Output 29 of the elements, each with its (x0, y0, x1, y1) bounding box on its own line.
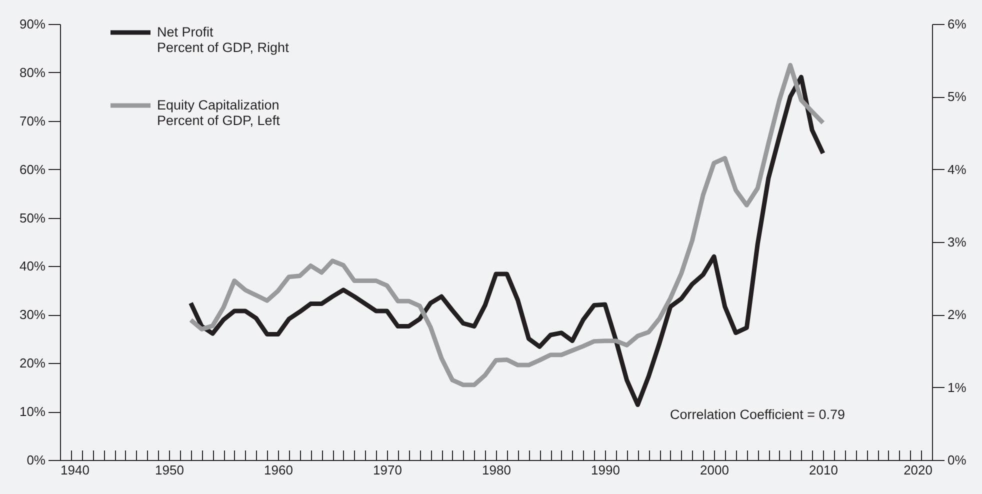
legend-label: Equity Capitalization Percent of GDP, Left (157, 98, 280, 128)
y2-tick-label: 2% (948, 307, 967, 322)
legend-label: Net Profit Percent of GDP, Right (157, 24, 290, 55)
y-tick-label: 60% (19, 162, 46, 177)
x-tick-label: 1950 (155, 462, 184, 478)
y-tick-label: 20% (19, 356, 46, 371)
y-tick-label: 40% (19, 258, 46, 274)
x-tick-label: 1990 (591, 462, 620, 478)
x-tick-label: 1940 (60, 462, 90, 478)
annotation: Correlation Coefficient = 0.79 (670, 407, 845, 422)
y-tick-label: 70% (19, 113, 46, 128)
y-tick-label: 0% (26, 452, 46, 468)
x-tick-label: 1980 (482, 462, 511, 478)
y2-tick-label: 4% (948, 162, 967, 177)
y-tick-label: 90% (19, 16, 46, 32)
y2-tick-label: 1% (948, 380, 967, 395)
y-tick-label: 50% (19, 210, 46, 226)
y2-tick-label: 6% (948, 16, 967, 32)
x-tick-label: 2020 (904, 462, 932, 478)
y2-tick-label: 0% (948, 452, 967, 468)
x-tick-label: 2010 (809, 462, 838, 478)
y-tick-label: 10% (19, 404, 46, 420)
y2-tick-label: 3% (948, 234, 967, 250)
x-tick-label: 1960 (264, 462, 293, 478)
y-tick-label: 30% (19, 307, 46, 322)
y-tick-label: 80% (19, 64, 46, 80)
x-tick-label: 1970 (373, 462, 402, 478)
x-tick-label: 2000 (700, 462, 729, 478)
y2-tick-label: 5% (948, 89, 967, 104)
